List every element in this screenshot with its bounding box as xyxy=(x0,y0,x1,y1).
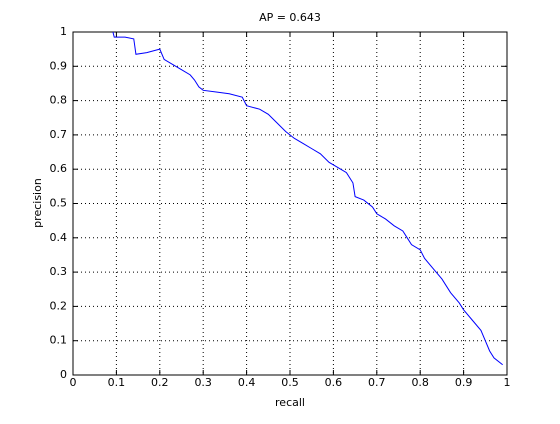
x-tick-label: 0.6 xyxy=(325,376,343,389)
x-tick-label: 0.4 xyxy=(238,376,256,389)
x-tick-label: 1 xyxy=(504,376,511,389)
y-tick-label: 0.1 xyxy=(50,334,68,347)
x-tick-label: 0.8 xyxy=(411,376,429,389)
x-tick-label: 0.9 xyxy=(455,376,473,389)
x-tick-label: 0.5 xyxy=(281,376,299,389)
x-tick-label: 0 xyxy=(70,376,77,389)
y-tick-label: 0.4 xyxy=(50,231,68,244)
y-tick-label: 0.8 xyxy=(50,94,68,107)
y-tick-label: 0.2 xyxy=(50,299,68,312)
y-tick-label: 1 xyxy=(60,25,67,38)
y-tick-label: 0.5 xyxy=(50,197,68,210)
y-axis-label: precision xyxy=(31,178,44,228)
y-tick-label: 0.7 xyxy=(50,128,68,141)
pr-curve xyxy=(112,31,503,366)
x-tick-label: 0.3 xyxy=(194,376,212,389)
y-tick-label: 0 xyxy=(60,368,67,381)
y-tick-label: 0.9 xyxy=(50,59,68,72)
y-tick-label: 0.6 xyxy=(50,162,68,175)
x-tick-label: 0.7 xyxy=(368,376,386,389)
x-axis-label: recall xyxy=(275,396,305,409)
chart-title: AP = 0.643 xyxy=(259,11,321,24)
x-tick-label: 0.1 xyxy=(108,376,126,389)
y-tick-label: 0.3 xyxy=(50,265,68,278)
x-tick-label: 0.2 xyxy=(151,376,169,389)
